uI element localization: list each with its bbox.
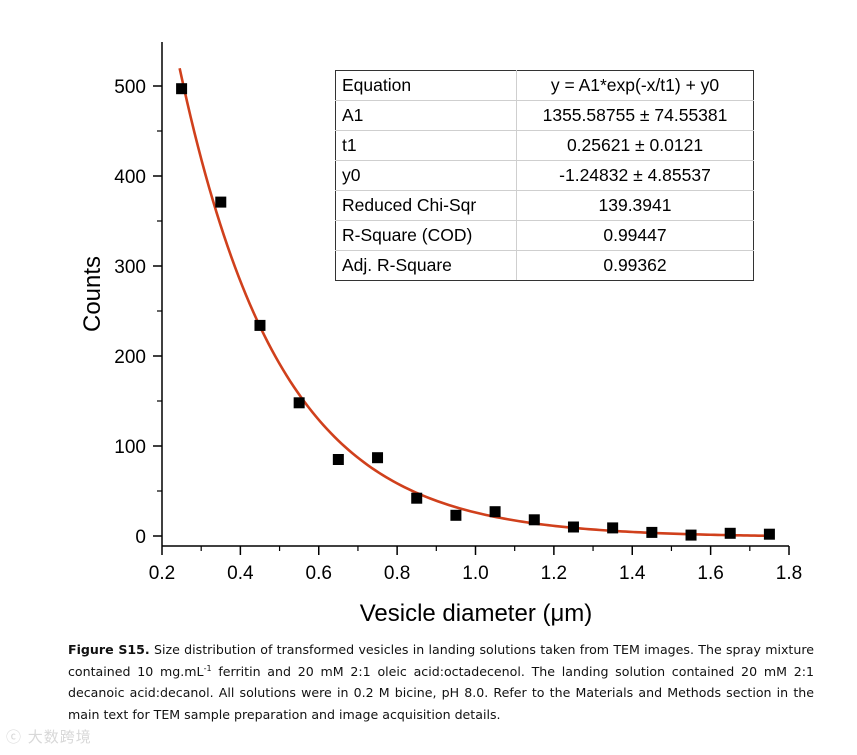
fit-param-value: 0.99362 (516, 250, 754, 281)
y-tick-label: 500 (114, 77, 146, 98)
data-point (293, 397, 305, 409)
fit-param-label: t1 (335, 130, 517, 161)
table-row: Equation y = A1*exp(-x/t1) + y0 (335, 70, 754, 101)
fit-results-table: Equation y = A1*exp(-x/t1) + y0 A1 1355.… (335, 70, 754, 281)
x-tick-label: 1.6 (697, 563, 723, 584)
fit-param-value: 0.25621 ± 0.0121 (516, 130, 754, 161)
y-tick-label: 200 (114, 347, 146, 368)
data-point (489, 506, 501, 518)
data-point (763, 528, 775, 540)
data-point (685, 529, 697, 541)
x-tick-label: 1.2 (541, 563, 567, 584)
table-row: t1 0.25621 ± 0.0121 (335, 130, 754, 161)
fit-param-label: R-Square (COD) (335, 220, 517, 251)
fit-param-value: 139.3941 (516, 190, 754, 221)
data-point (176, 83, 188, 95)
table-row: Reduced Chi-Sqr 139.3941 (335, 190, 754, 221)
fit-param-value: -1.24832 ± 4.85537 (516, 160, 754, 191)
data-point (254, 319, 266, 331)
fit-param-label: Adj. R-Square (335, 250, 517, 281)
fit-param-label: A1 (335, 100, 517, 131)
caption-superscript: -1 (203, 663, 212, 673)
x-tick-label: 0.2 (149, 563, 175, 584)
y-axis-label: Counts (79, 256, 106, 332)
x-tick-label: 0.8 (384, 563, 410, 584)
table-row: Adj. R-Square 0.99362 (335, 250, 754, 281)
fit-curve (178, 67, 770, 538)
data-point (450, 509, 462, 521)
caption-label: Figure S15. (68, 642, 150, 657)
data-point (332, 454, 344, 465)
data-point (528, 514, 540, 526)
fit-param-label: Equation (335, 70, 517, 101)
x-tick-label: 1.4 (619, 563, 646, 584)
x-tick-label: 1.8 (776, 563, 802, 584)
fit-param-label: y0 (335, 160, 517, 191)
table-row: y0 -1.24832 ± 4.85537 (335, 160, 754, 191)
data-point (607, 522, 619, 534)
watermark: ⓒ 大数跨境 (6, 726, 92, 747)
data-point (646, 526, 658, 538)
table-row: A1 1355.58755 ± 74.55381 (335, 100, 754, 131)
y-tick-label: 0 (135, 527, 146, 548)
caption-text-1: Size distribution of transformed vesicle… (68, 642, 814, 679)
caption-text-2: ferritin and 20 mM 2:1 oleic acid:octade… (68, 663, 814, 722)
fit-param-value: 1355.58755 ± 74.55381 (516, 100, 754, 131)
y-tick-label: 300 (114, 257, 146, 278)
y-tick-label: 400 (114, 167, 146, 188)
figure-caption: Figure S15. Size distribution of transfo… (68, 639, 814, 725)
x-tick-label: 0.6 (306, 563, 332, 584)
x-tick-label: 0.4 (227, 563, 254, 584)
data-point (372, 452, 384, 464)
watermark-text: 大数跨境 (27, 728, 92, 746)
data-point (567, 521, 579, 533)
table-row: R-Square (COD) 0.99447 (335, 220, 754, 251)
x-axis-label: Vesicle diameter (μm) (360, 600, 593, 627)
fit-param-label: Reduced Chi-Sqr (335, 190, 517, 221)
data-point (724, 527, 736, 539)
data-point (215, 196, 227, 208)
fit-param-value: y = A1*exp(-x/t1) + y0 (516, 70, 754, 101)
watermark-logo-icon: ⓒ (6, 728, 23, 746)
data-point (411, 492, 423, 504)
y-tick-label: 100 (114, 437, 146, 458)
x-tick-label: 1.0 (462, 563, 488, 584)
chart: 0.2 0.4 0.6 0.8 1.0 1.2 1.4 1.6 1.8 0 100 200 300 400… (79, 42, 802, 627)
fit-param-value: 0.99447 (516, 220, 754, 251)
